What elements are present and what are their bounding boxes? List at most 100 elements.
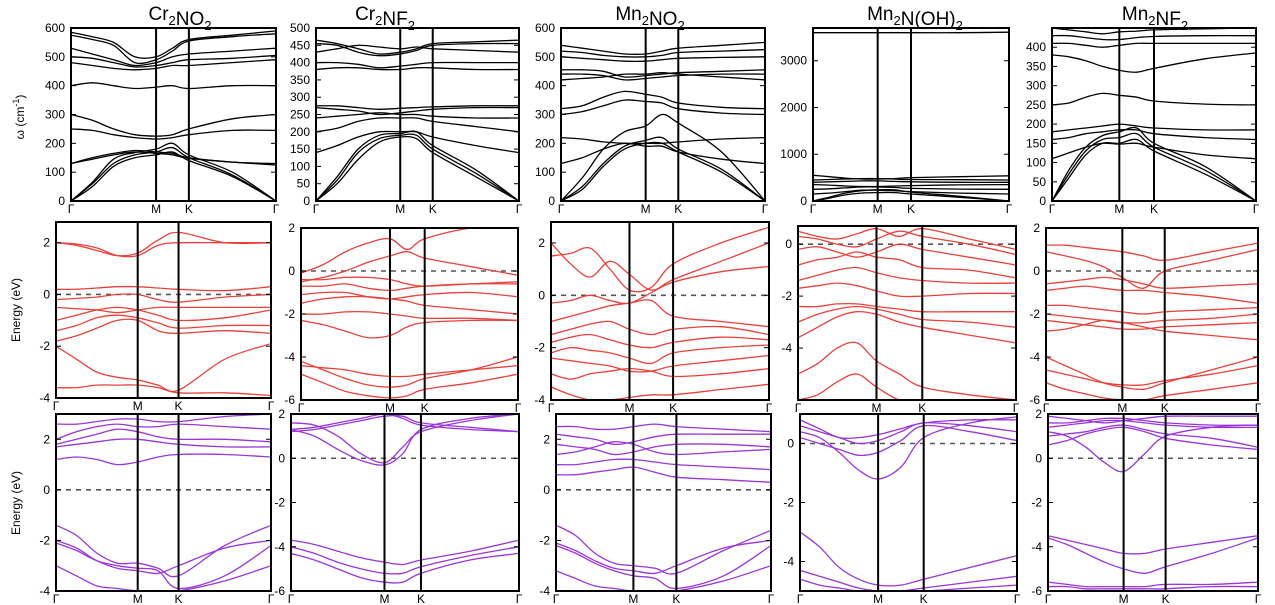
band-lines — [56, 231, 271, 397]
k-point-label: M — [1114, 202, 1124, 216]
band-line — [1046, 304, 1258, 315]
k-point-label: Γ — [298, 401, 305, 415]
k-point-label: K — [417, 592, 425, 605]
band-lines — [1046, 242, 1258, 400]
band-line — [800, 569, 1017, 591]
band-line — [56, 285, 271, 292]
y-tick-label: -4 — [783, 555, 794, 569]
k-point-label: Γ — [68, 202, 75, 216]
panel-8: -4 -2 0 Γ M K Γ — [781, 225, 1020, 415]
y-tick-label: 0 — [43, 483, 50, 497]
column-title-part: Mn — [615, 4, 641, 25]
band-line — [551, 299, 769, 328]
band-line — [800, 578, 1017, 591]
band-line — [1046, 248, 1258, 289]
k-point-label: M — [873, 592, 883, 605]
y-tick-label: 0 — [548, 194, 555, 208]
y-tick-label: -2 — [39, 339, 50, 353]
k-point-label: M — [871, 401, 881, 415]
y-tick-label: -6 — [274, 584, 285, 598]
column-title-part: 2 — [204, 18, 211, 33]
k-point-label: K — [918, 401, 926, 415]
panel-frame — [550, 221, 770, 401]
column-title-part: 2 — [408, 18, 415, 33]
k-point-label: M — [1119, 592, 1129, 605]
band-line — [301, 295, 518, 315]
y-tick-label: 2 — [543, 432, 550, 446]
band-line — [71, 82, 276, 90]
column-title-part: Mn — [1122, 4, 1148, 25]
column-title-part: 2 — [642, 13, 649, 28]
band-lines — [316, 39, 519, 201]
y-tick-label: -4 — [274, 540, 285, 554]
panel-frame — [797, 225, 1017, 401]
column-title: Mn2NO2 — [615, 4, 684, 33]
energy-axis-label-spin-up: Energy (eV) — [9, 278, 23, 342]
y-tick-label: 600 — [45, 21, 65, 35]
panel-frame — [555, 413, 772, 592]
panel-13: -4 -2 0 Γ M K Γ — [783, 413, 1021, 605]
k-point-label: Γ — [810, 202, 817, 216]
band-line — [798, 230, 1016, 256]
k-point-label: K — [907, 202, 915, 216]
k-point-label: Γ — [548, 401, 555, 415]
y-tick-label: -2 — [783, 496, 794, 510]
column-title: Cr2NO2 — [148, 4, 211, 33]
band-line — [301, 364, 518, 378]
k-point-label: M — [133, 399, 143, 413]
column-title-part: NO — [649, 9, 678, 30]
band-line — [556, 544, 771, 590]
band-line — [56, 524, 271, 578]
band-line — [56, 453, 271, 466]
y-tick-label: 400 — [1026, 40, 1046, 54]
k-point-label: Γ — [558, 202, 565, 216]
k-point-label: M — [628, 592, 638, 605]
k-point-label: K — [175, 399, 183, 413]
y-tick-label: 0 — [800, 194, 807, 208]
phonon-axis-label-main: ω (cm — [13, 107, 27, 140]
band-line — [798, 251, 1016, 279]
y-tick-label: 350 — [290, 73, 310, 87]
band-line — [56, 318, 271, 342]
panel-frame — [1051, 27, 1257, 202]
band-line — [551, 242, 769, 291]
k-point-label: K — [421, 401, 429, 415]
band-line — [551, 367, 769, 380]
panel-frame — [55, 413, 272, 592]
k-point-label: K — [1162, 592, 1170, 605]
band-line — [556, 539, 771, 575]
k-point-label: Γ — [1014, 592, 1021, 605]
y-tick-label: -4 — [1031, 540, 1042, 554]
y-tick-label: 400 — [45, 79, 65, 93]
panel-3: 0 1000 2000 3000 Γ M K Γ — [780, 27, 1013, 216]
column-title-part: 2 — [956, 18, 963, 33]
column-title: Cr2NF2 — [355, 4, 415, 33]
y-tick-label: -2 — [534, 341, 545, 355]
y-tick-label: 200 — [290, 125, 310, 139]
band-line — [556, 466, 771, 483]
y-tick-label: 2 — [288, 221, 295, 235]
k-point-label: K — [920, 592, 928, 605]
panel-10: -4 -2 0 2 Γ M K Γ — [39, 413, 275, 605]
band-line — [316, 106, 519, 116]
band-line — [800, 424, 1017, 457]
k-point-label: Γ — [515, 401, 522, 415]
y-tick-label: 400 — [290, 56, 310, 70]
band-line — [551, 344, 769, 365]
k-point-label: Γ — [1043, 401, 1050, 415]
band-line — [56, 565, 271, 591]
y-tick-label: 0 — [543, 483, 550, 497]
band-line — [56, 384, 271, 397]
band-line — [1046, 356, 1258, 391]
band-line — [71, 30, 276, 59]
band-line — [316, 117, 519, 133]
y-tick-label: 2 — [278, 407, 285, 421]
column-title-part: Cr — [148, 4, 169, 25]
k-point-label: Γ — [795, 401, 802, 415]
y-tick-label: 300 — [535, 108, 555, 122]
k-point-label: Γ — [1255, 401, 1262, 415]
y-tick-label: 300 — [1026, 79, 1046, 93]
panel-6: -6 -4 -2 0 2 Γ M K Γ — [284, 221, 521, 415]
band-line — [316, 112, 519, 119]
